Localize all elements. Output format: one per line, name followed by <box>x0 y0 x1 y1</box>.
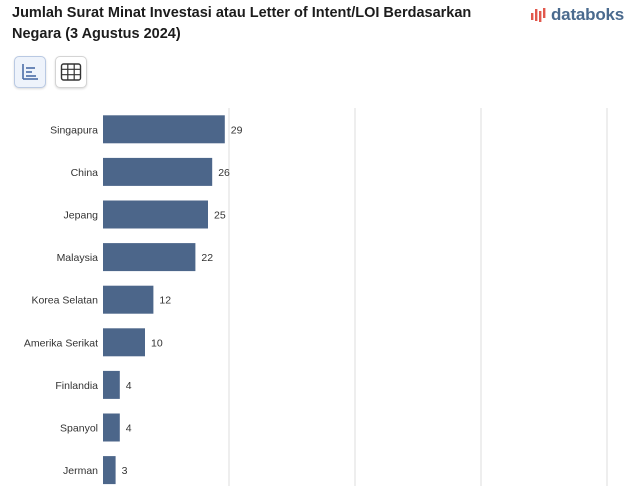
category-label: Finlandia <box>55 380 98 392</box>
bar-singapura[interactable] <box>103 115 225 144</box>
databoks-logo[interactable]: databoks <box>530 4 624 26</box>
bar-jerman[interactable] <box>103 456 116 485</box>
bar-chart-icon <box>22 64 38 80</box>
category-label: Korea Selatan <box>31 295 98 307</box>
category-label: China <box>71 167 99 179</box>
logo-text: databoks <box>551 5 625 24</box>
data-label: 4 <box>126 380 132 392</box>
category-label: Spanyol <box>60 423 98 435</box>
bar-jepang[interactable] <box>103 200 208 229</box>
data-label: 26 <box>218 167 230 179</box>
table-view-button[interactable] <box>55 56 87 88</box>
bar-finlandia[interactable] <box>103 370 120 399</box>
data-label: 12 <box>159 295 171 307</box>
bar-korea-selatan[interactable] <box>103 285 154 314</box>
data-label: 10 <box>151 337 163 349</box>
databoks-logo-icon <box>531 8 546 22</box>
bar-chart: Singapura 29 China 26 Jepang 25 Malaysia 22 Kore… <box>24 108 608 486</box>
data-label: 22 <box>201 252 213 264</box>
category-label: Malaysia <box>57 252 99 264</box>
data-label: 25 <box>214 210 226 222</box>
category-label: Singapura <box>50 124 98 136</box>
bar-malaysia[interactable] <box>103 243 196 272</box>
category-label: Jepang <box>64 210 99 222</box>
chart-title: Jumlah Surat Minat Investasi atau Letter… <box>12 5 472 42</box>
data-label: 4 <box>126 423 132 435</box>
category-label: Amerika Serikat <box>24 337 98 349</box>
bar-amerika-serikat[interactable] <box>103 328 145 357</box>
chart-view-button[interactable] <box>14 56 46 88</box>
bar-china[interactable] <box>103 157 213 186</box>
category-label: Jerman <box>63 465 98 477</box>
data-label: 29 <box>231 124 243 136</box>
table-grid-icon <box>60 63 82 81</box>
data-label: 3 <box>122 465 128 477</box>
bar-spanyol[interactable] <box>103 413 120 442</box>
